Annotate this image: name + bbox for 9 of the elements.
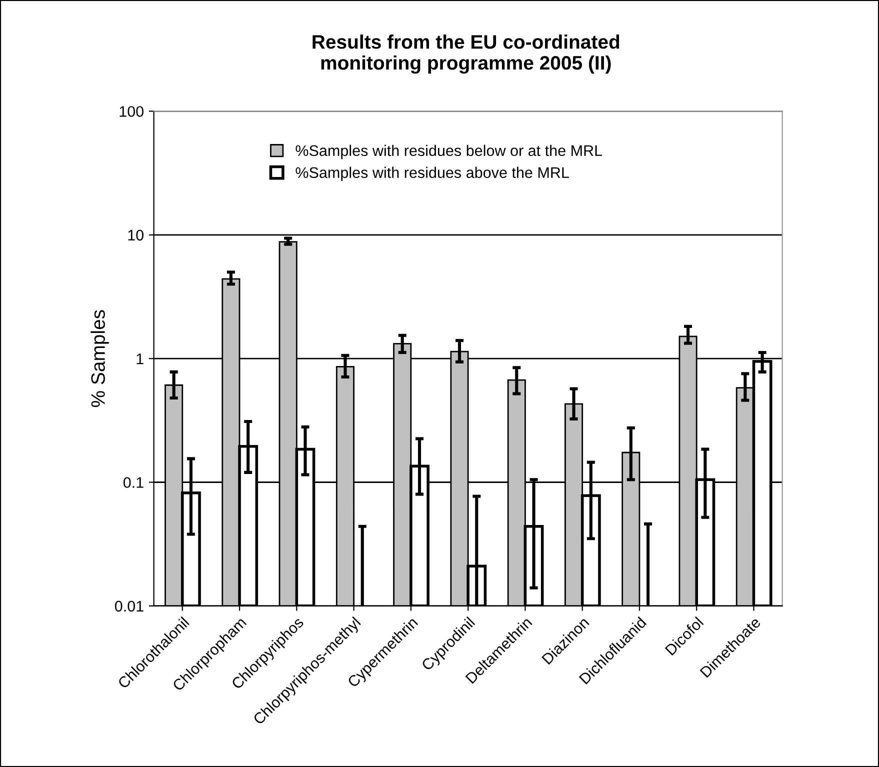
y-tick-label: 100 (120, 106, 144, 117)
y-axis-title: % Samples (90, 310, 109, 408)
y-tick-label: 10 (128, 230, 144, 241)
y-tick-label: 0.1 (123, 477, 144, 488)
y-tick-label: 1 (136, 354, 144, 364)
y-tick-label: 0.01 (114, 600, 144, 612)
chart-title: Results from the EU co-ordinated monitoring programme 2005 (II) (312, 34, 620, 74)
legend-label: %Samples with residues below or at the MRL (296, 144, 602, 160)
legend-label: %Samples with residues above the MRL (296, 166, 569, 182)
